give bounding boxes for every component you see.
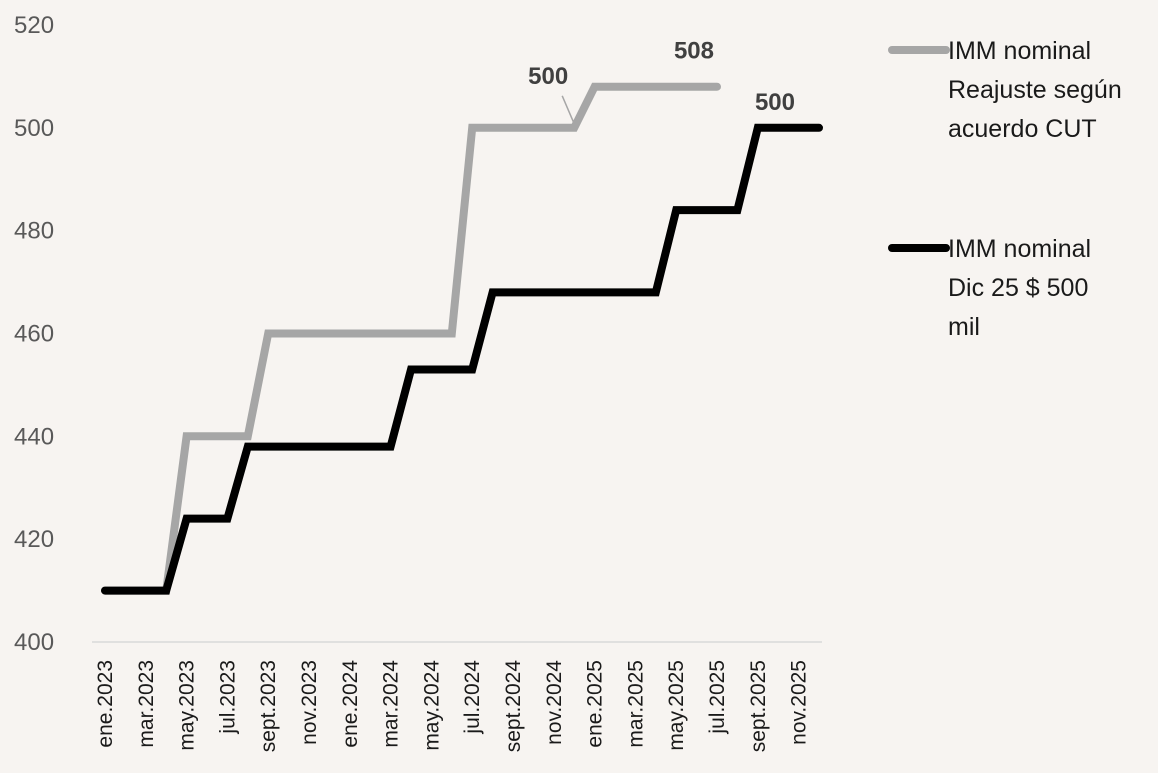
data-label: 508 [674, 38, 714, 65]
data-label: 500 [755, 89, 795, 116]
x-tick-label: nov.2024 [543, 660, 566, 745]
legend-label: acuerdo CUT [948, 115, 1097, 143]
legend-label: mil [948, 313, 980, 341]
legend-label: IMM nominal [948, 235, 1091, 263]
x-tick-label: sept.2023 [257, 660, 280, 752]
legend-label: IMM nominal [948, 37, 1091, 65]
y-tick-label: 480 [14, 218, 54, 245]
series-lines [101, 82, 823, 595]
x-tick-label: ene.2023 [94, 660, 117, 748]
x-tick-label: nov.2025 [788, 660, 811, 745]
y-axis-tick-labels: 400 420 440 460 480 500 520 [14, 12, 54, 656]
y-tick-label: 460 [14, 321, 54, 348]
legend: IMM nominal Reajuste según acuerdo CUT IMM … [888, 37, 1122, 341]
x-tick-label: sept.2024 [502, 660, 525, 753]
x-tick-label: jul.2024 [461, 660, 484, 735]
x-tick-label: may.2023 [176, 660, 199, 751]
series-line-2 [101, 123, 823, 595]
x-tick-label: mar.2025 [624, 660, 647, 748]
y-tick-label: 520 [14, 12, 54, 39]
y-tick-label: 500 [14, 115, 54, 142]
series-line-1 [101, 82, 721, 595]
data-labels: 500 508 500 [528, 38, 795, 125]
x-tick-label: nov.2023 [298, 660, 321, 745]
y-tick-label: 440 [14, 423, 54, 450]
y-tick-label: 400 [14, 629, 54, 656]
legend-label: Reajuste según [948, 76, 1122, 104]
y-tick-label: 420 [14, 526, 54, 553]
x-tick-label: mar.2024 [380, 660, 403, 748]
x-tick-label: may.2024 [420, 660, 443, 751]
x-tick-label: jul.2023 [216, 660, 239, 735]
x-tick-label: ene.2024 [339, 660, 362, 748]
x-tick-label: jul.2025 [706, 660, 729, 735]
data-label: 500 [528, 63, 568, 90]
x-tick-label: sept.2025 [747, 660, 770, 752]
legend-label: Dic 25 $ 500 [948, 274, 1088, 302]
x-axis-tick-labels: ene.2023 mar.2023 may.2023 jul.2023 sept.202… [94, 660, 811, 753]
x-tick-label: may.2025 [665, 660, 688, 751]
x-tick-label: mar.2023 [135, 660, 158, 748]
x-tick-label: ene.2025 [584, 660, 607, 748]
data-label-leader [561, 95, 575, 125]
